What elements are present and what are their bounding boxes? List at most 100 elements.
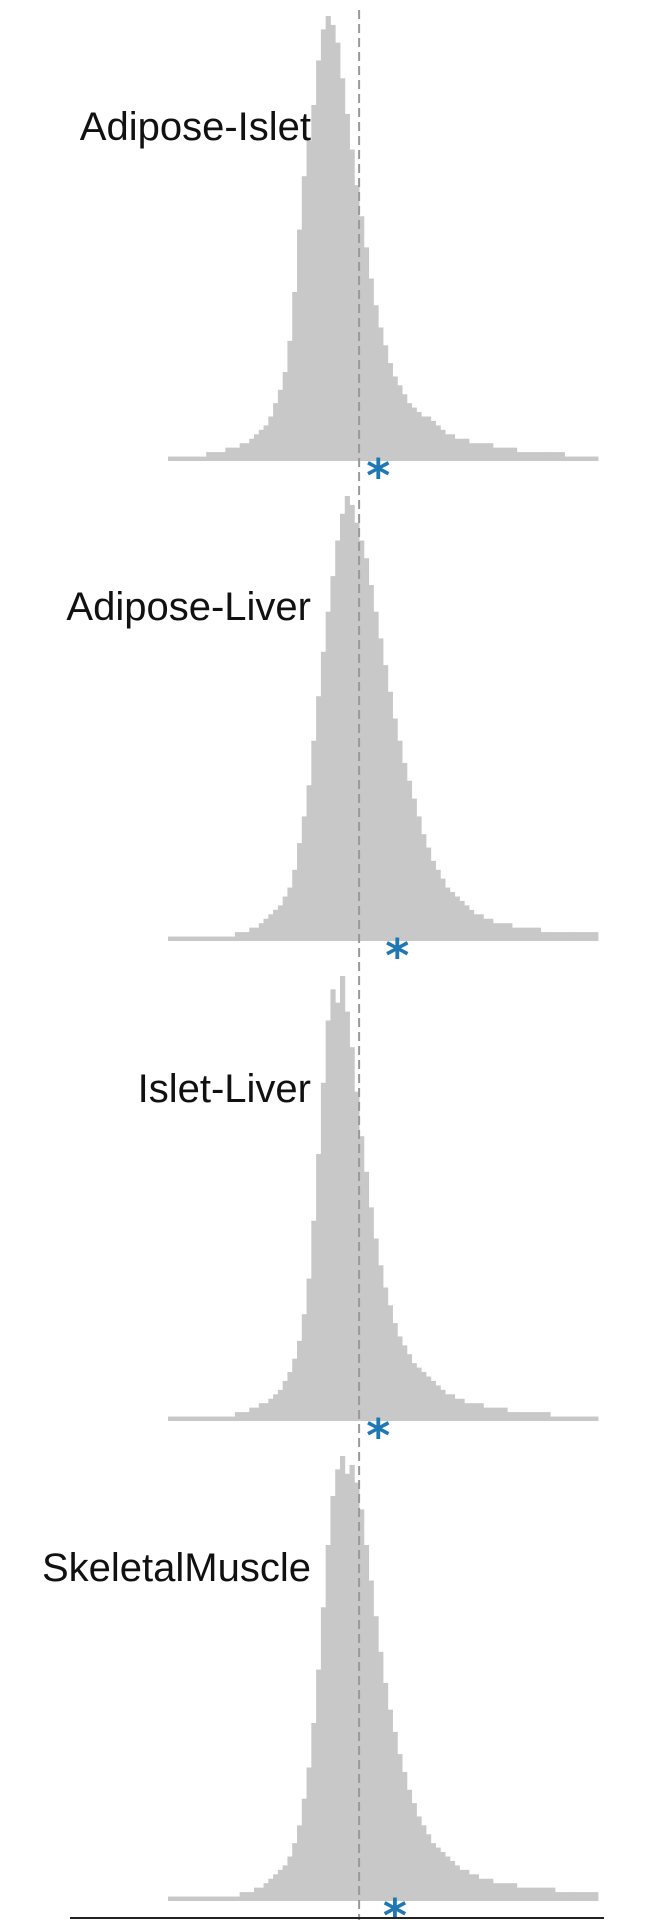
histogram-bar	[378, 327, 384, 461]
histogram-bar	[263, 1403, 269, 1421]
histogram-bar	[335, 1002, 341, 1421]
histogram-bar	[483, 443, 489, 461]
histogram-bar	[373, 611, 379, 941]
histogram-bar	[297, 843, 303, 941]
histogram-bar	[578, 456, 585, 461]
histogram-bar	[182, 456, 188, 461]
histogram-bar	[359, 540, 365, 941]
histogram-bar	[569, 456, 575, 461]
histogram-bar	[258, 1403, 264, 1421]
histogram-bar	[340, 513, 346, 941]
histogram-bar	[378, 638, 384, 941]
histogram-bar	[569, 1892, 575, 1901]
histogram-bar	[187, 456, 193, 461]
histogram-bar	[325, 1545, 331, 1901]
histogram-bar	[230, 447, 236, 461]
histogram-bar	[301, 1798, 307, 1901]
histogram-bar	[177, 1416, 183, 1421]
histogram-bar	[234, 1412, 241, 1421]
histogram-bar	[297, 229, 303, 461]
histogram-bar	[550, 1416, 556, 1421]
histogram-bar	[211, 1416, 217, 1421]
histogram-bar	[516, 927, 522, 941]
histogram-bar	[574, 932, 580, 941]
histogram-bar	[502, 1883, 508, 1901]
histogram-bar	[258, 923, 264, 941]
histogram-bar	[368, 585, 374, 941]
histogram-bar	[555, 1416, 561, 1421]
histogram-bar	[211, 452, 217, 461]
histogram-bar	[182, 936, 188, 941]
histogram-bar	[435, 1847, 441, 1901]
histogram-bar	[354, 1091, 360, 1421]
histogram-bar	[282, 896, 288, 941]
histogram-bar	[301, 816, 307, 941]
histogram-bar	[397, 740, 403, 941]
histogram-bar	[373, 305, 379, 461]
histogram-bar	[583, 456, 589, 461]
histogram-bar	[340, 1456, 346, 1901]
histogram-bar	[569, 1416, 575, 1421]
histogram-bar	[196, 1416, 202, 1421]
histogram-bar	[531, 1887, 537, 1901]
histogram-bar	[201, 936, 207, 941]
histogram-bar	[215, 936, 221, 941]
histogram-bar	[320, 29, 327, 461]
histogram-bar	[497, 1883, 503, 1901]
histogram-bar	[550, 932, 556, 941]
histogram-bar	[406, 1354, 413, 1421]
histogram-bar	[416, 1816, 422, 1901]
histogram-bar	[344, 496, 350, 941]
histogram-bar	[349, 149, 355, 461]
histogram-bar	[320, 1607, 327, 1901]
histogram-bar	[411, 1363, 417, 1421]
histogram-bar	[574, 456, 580, 461]
histogram-bar	[292, 1358, 298, 1421]
histogram-bar	[225, 447, 231, 461]
histogram-bar	[268, 914, 274, 941]
histogram-bar	[516, 1887, 522, 1901]
histogram-bar	[512, 1883, 518, 1901]
histogram-bar	[234, 932, 241, 941]
observed-value-marker: *	[383, 1889, 407, 1920]
histogram-bar	[292, 869, 298, 941]
histogram-bar	[492, 1407, 499, 1421]
histogram-bar	[488, 1878, 494, 1901]
histogram-bar	[354, 185, 360, 461]
histogram-bar	[507, 1883, 513, 1901]
histogram-bar	[540, 452, 546, 461]
histogram-bar	[426, 1376, 432, 1421]
histogram-bar	[359, 216, 365, 461]
histogram-bar	[172, 456, 178, 461]
histogram-bar	[516, 1412, 522, 1421]
histogram-bar	[177, 456, 183, 461]
histogram-bar	[555, 932, 561, 941]
histogram-bar	[578, 932, 585, 941]
histogram-bar	[426, 1834, 432, 1901]
histogram-bar	[196, 936, 202, 941]
histogram-bar	[449, 1394, 456, 1421]
histogram-bar	[469, 1874, 475, 1901]
histogram-bar	[325, 16, 331, 461]
histogram-bar	[306, 1767, 312, 1901]
histogram-bar	[282, 1380, 288, 1421]
histogram-bar	[588, 1416, 594, 1421]
histogram-bar	[578, 1892, 585, 1901]
histogram-bar	[555, 452, 561, 461]
histogram-bar	[258, 1887, 264, 1901]
histogram-bar	[445, 434, 451, 461]
histogram-bar	[191, 456, 198, 461]
histogram-bar	[459, 900, 465, 941]
histogram-bar	[535, 1412, 542, 1421]
histogram-bar	[273, 1394, 279, 1421]
histogram-bar	[344, 1473, 350, 1901]
histogram-bar	[421, 416, 427, 461]
histogram-bar	[469, 1403, 475, 1421]
histogram-bar	[545, 1412, 551, 1421]
histogram-bar	[244, 932, 250, 941]
histogram-bar	[172, 936, 178, 941]
histogram-bar	[488, 918, 494, 941]
histogram-bar	[182, 1416, 188, 1421]
histogram-bar	[359, 1509, 365, 1901]
